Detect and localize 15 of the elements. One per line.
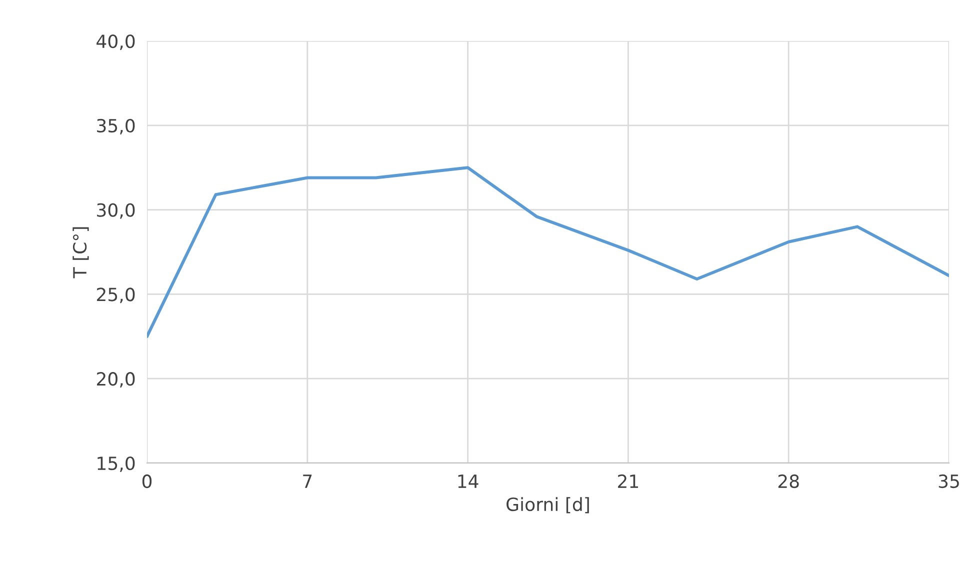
y-tick-label: 20,0 — [97, 372, 135, 388]
x-axis-title: Giorni [d] — [506, 497, 589, 514]
line-series — [147, 166, 949, 338]
x-tick-label: 28 — [778, 474, 799, 488]
y-tick-label: 15,0 — [98, 456, 135, 472]
y-tick-label: 25,0 — [97, 288, 135, 304]
y-tick-label: 40,0 — [96, 34, 135, 50]
x-tick-label: 35 — [938, 474, 959, 488]
x-tick-label: 0 — [142, 474, 152, 488]
x-tick-label: 7 — [303, 474, 312, 488]
y-axis-title: T [C°] — [72, 227, 89, 278]
x-tick-label: 21 — [618, 474, 638, 488]
x-tick-label: 14 — [458, 474, 478, 488]
y-tick-label: 35,0 — [97, 118, 135, 134]
y-tick-label: 30,0 — [97, 203, 135, 219]
